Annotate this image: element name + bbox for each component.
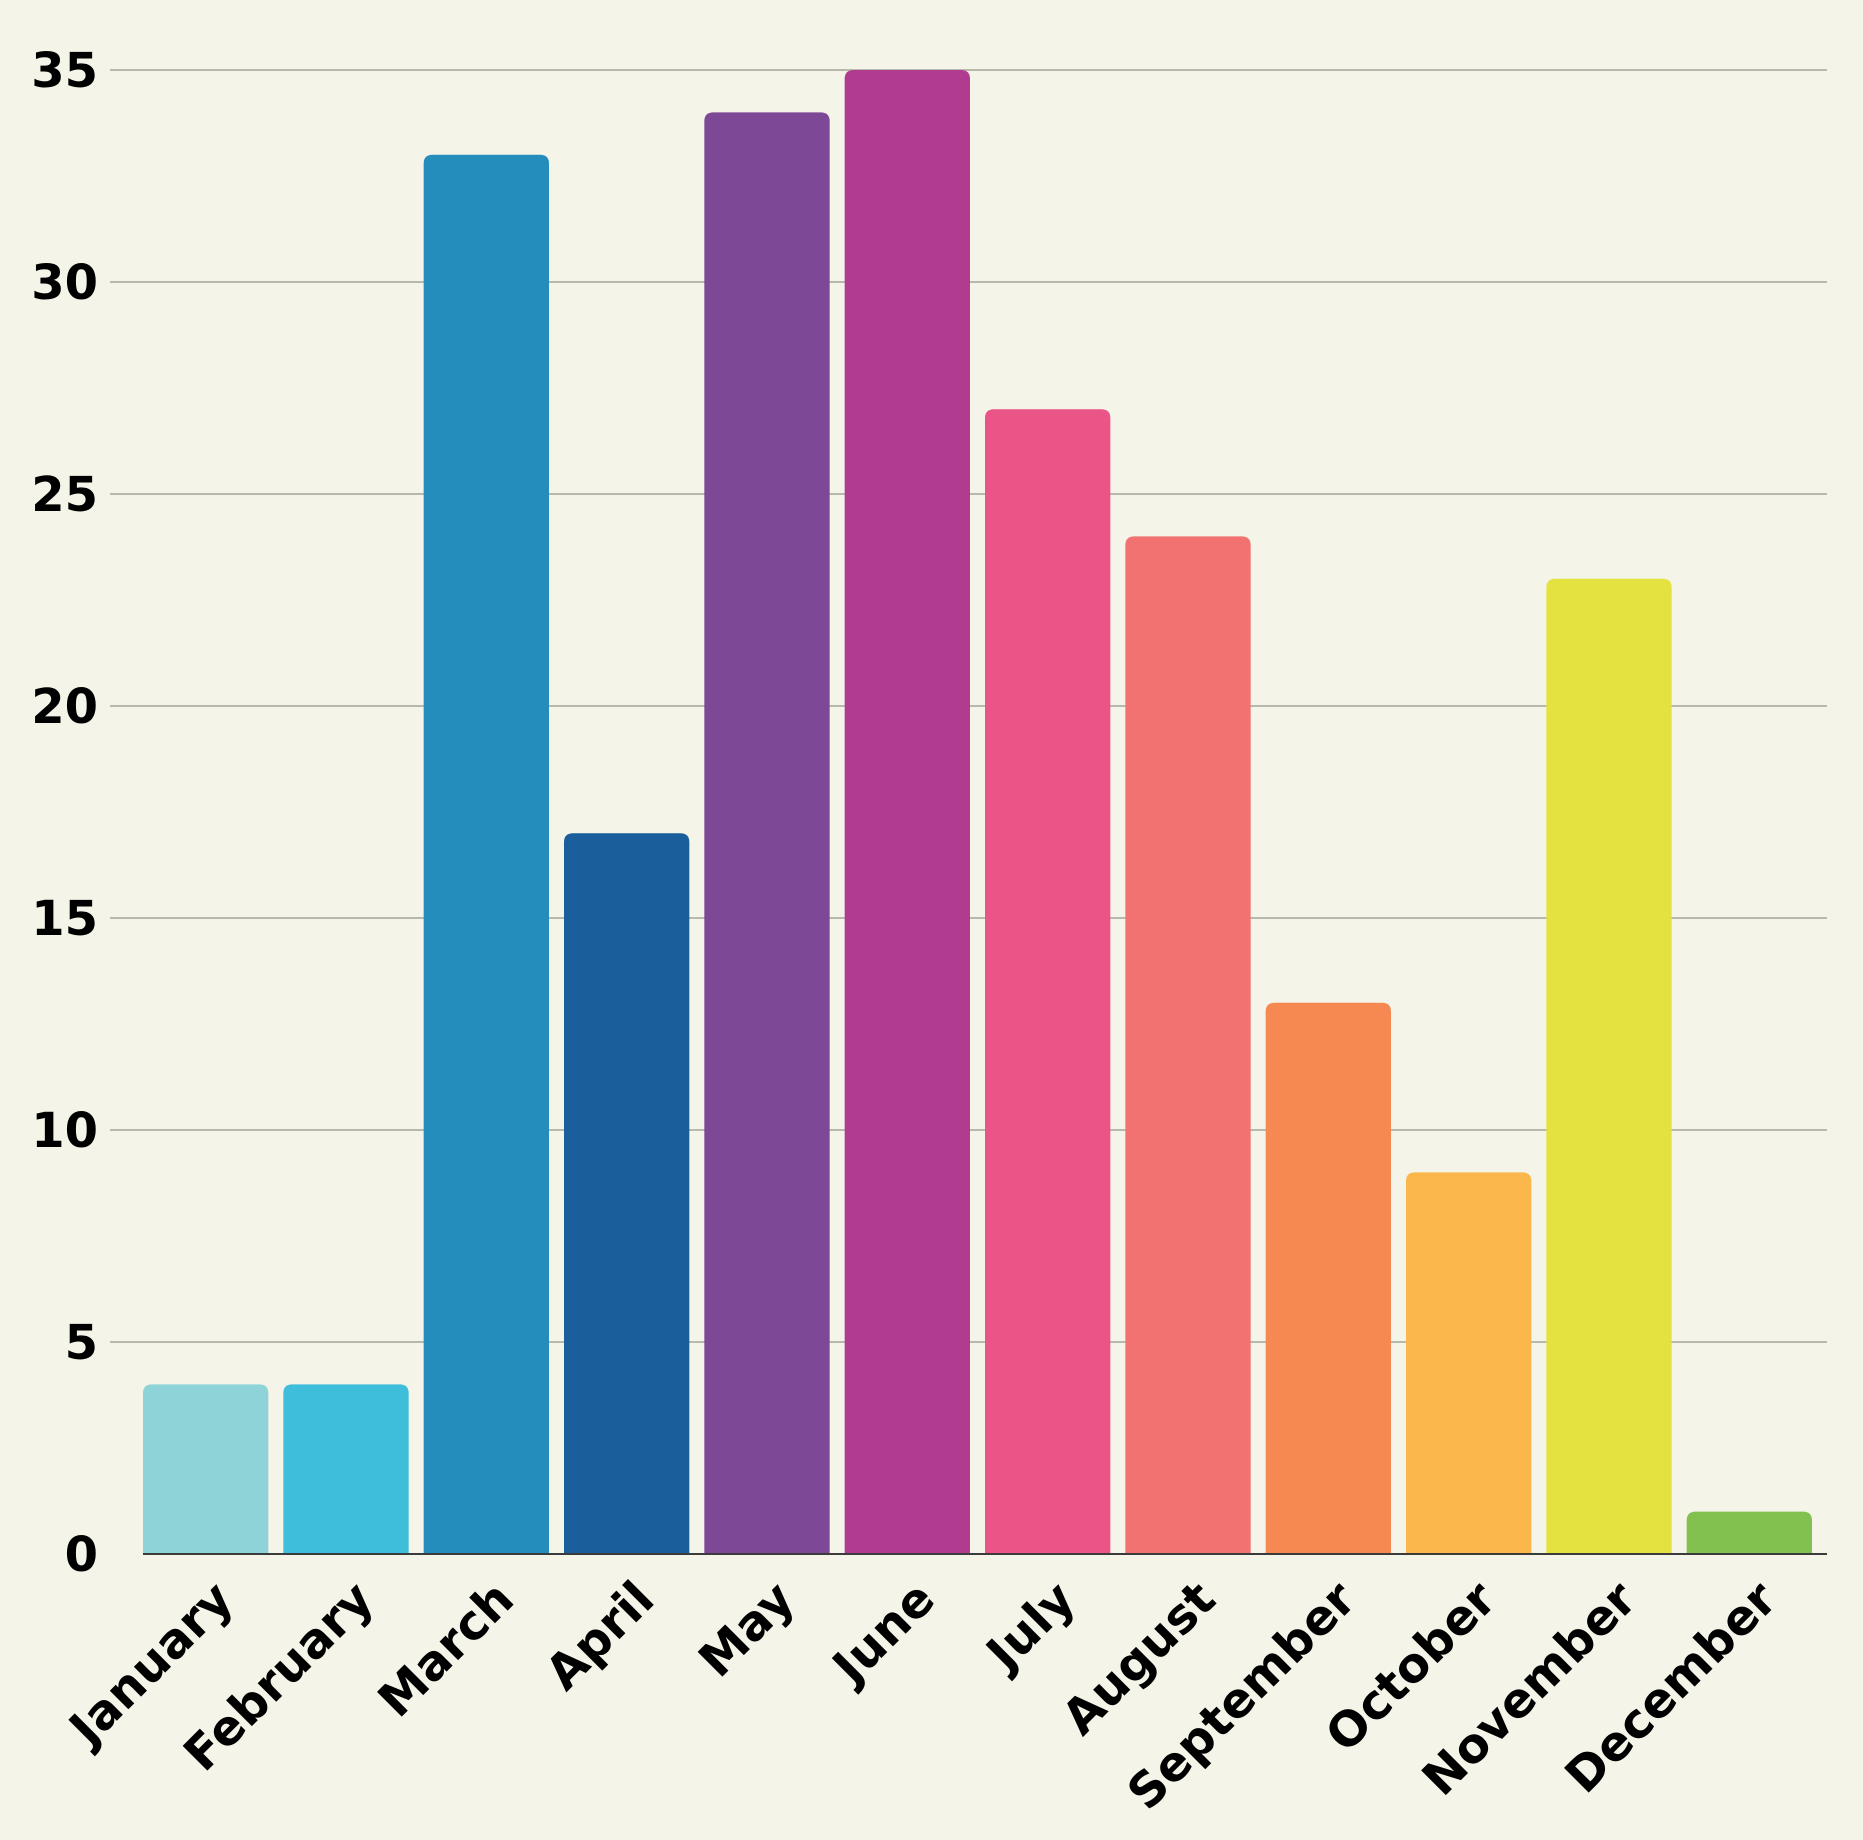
bar-june[interactable] (844, 70, 970, 1554)
y-tick-label: 25 (31, 467, 98, 523)
x-tick-label-may: May (688, 1571, 805, 1688)
bar-september[interactable] (1265, 1002, 1391, 1554)
y-tick-label: 10 (31, 1103, 98, 1159)
x-tick-label-march: March (368, 1571, 525, 1728)
bar-april[interactable] (564, 833, 690, 1554)
bar-november[interactable] (1546, 578, 1672, 1554)
y-tick-label: 5 (65, 1315, 98, 1371)
x-tick-label-july: July (974, 1571, 1086, 1683)
y-tick-label: 20 (31, 679, 98, 735)
x-tick-label-april: April (535, 1571, 665, 1701)
bar-february[interactable] (283, 1384, 409, 1554)
bar-october[interactable] (1406, 1172, 1532, 1554)
bars (143, 70, 1812, 1555)
bar-may[interactable] (704, 112, 830, 1554)
bar-december[interactable] (1686, 1511, 1812, 1554)
bar-january[interactable] (143, 1384, 269, 1554)
y-tick-label: 0 (65, 1527, 98, 1583)
x-tick-label-june: June (820, 1571, 946, 1697)
bar-july[interactable] (985, 409, 1111, 1555)
y-tick-label: 35 (31, 43, 98, 99)
y-tick-label: 15 (31, 891, 98, 947)
bar-august[interactable] (1125, 536, 1251, 1554)
y-tick-label: 30 (31, 255, 98, 311)
bar-march[interactable] (423, 154, 549, 1554)
